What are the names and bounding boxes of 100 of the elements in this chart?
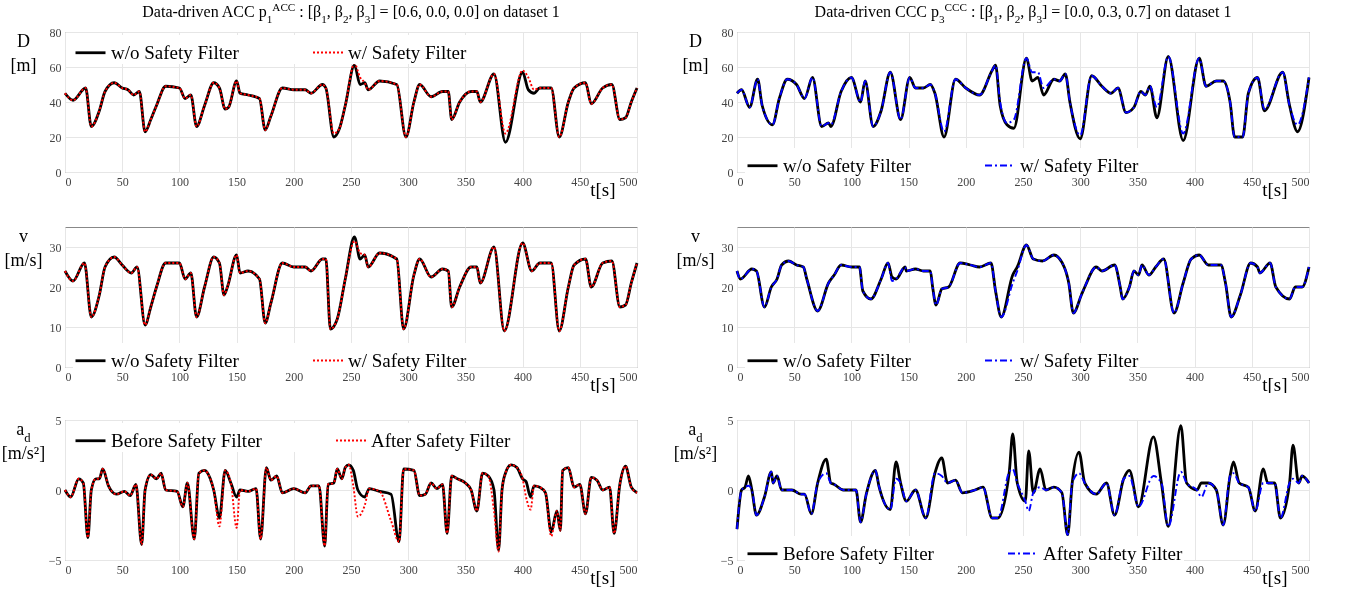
- x-tick-label: 200: [285, 562, 304, 577]
- x-tick-label: 0: [65, 174, 72, 189]
- y-tick-label: 20: [49, 130, 62, 145]
- x-tick-label: 0: [737, 562, 744, 577]
- x-tick-label: 50: [116, 174, 129, 189]
- x-tick-label: 100: [170, 562, 189, 577]
- chart-title: Data-driven ACC p$_{1}$$^{ACC}$ : [β$_{1}$, β$_{2}$, β$_{3}$] = [0.6, 0.0, 0.0] on dataset 1: [142, 1, 560, 25]
- legend-label: After Safety Filter: [1043, 542, 1183, 564]
- legend-label: Before Safety Filter: [783, 542, 935, 564]
- y-tick-label: 60: [49, 60, 62, 75]
- y-tick-label: −5: [48, 553, 62, 568]
- x-tick-label: 300: [1071, 562, 1090, 577]
- x-tick-label: 150: [228, 174, 247, 189]
- x-tick-label: 500: [619, 369, 638, 384]
- x-tick-label: 500: [1291, 369, 1310, 384]
- x-tick-label: 500: [619, 562, 638, 577]
- x-tick-label: 350: [1128, 369, 1147, 384]
- x-tick-label: 50: [788, 174, 801, 189]
- x-axis-title: t[s]: [1262, 566, 1288, 588]
- x-tick-label: 450: [1243, 369, 1262, 384]
- y-tick-label: 80: [721, 25, 734, 40]
- x-tick-label: 400: [1186, 369, 1205, 384]
- x-tick-label: 200: [957, 562, 976, 577]
- x-axis-title: t[s]: [590, 178, 616, 200]
- x-tick-label: 350: [456, 562, 475, 577]
- x-tick-label: 100: [842, 562, 861, 577]
- x-tick-label: 500: [619, 174, 638, 189]
- y-axis-title: a$_{d}$ [m/s²]: [1, 418, 46, 463]
- y-axis-title: D [m]: [682, 30, 709, 75]
- x-tick-label: 50: [116, 369, 129, 384]
- y-tick-label: 0: [55, 483, 62, 498]
- y-axis-title: v [m/s]: [4, 225, 43, 270]
- x-tick-label: 250: [1014, 562, 1033, 577]
- y-tick-label: 20: [721, 280, 734, 295]
- y-axis-title: D [m]: [10, 30, 37, 75]
- x-tick-label: 450: [571, 369, 590, 384]
- x-tick-label: 250: [342, 174, 361, 189]
- x-tick-label: 0: [65, 562, 72, 577]
- y-axis-title: v [m/s]: [676, 225, 715, 270]
- x-tick-label: 0: [737, 174, 744, 189]
- y-tick-label: 30: [721, 240, 734, 255]
- x-tick-label: 300: [399, 562, 418, 577]
- x-tick-label: 300: [399, 174, 418, 189]
- y-tick-label: 40: [49, 95, 62, 110]
- legend-label: After Safety Filter: [371, 429, 511, 451]
- x-tick-label: 400: [514, 174, 533, 189]
- x-tick-label: 500: [1291, 562, 1310, 577]
- x-tick-label: 200: [957, 369, 976, 384]
- x-tick-label: 250: [342, 369, 361, 384]
- x-tick-label: 450: [1243, 562, 1262, 577]
- y-axis-title: a$_{d}$ [m/s²]: [673, 418, 718, 463]
- legend-label: w/ Safety Filter: [348, 349, 467, 371]
- legend-label: w/ Safety Filter: [348, 41, 467, 63]
- x-tick-label: 350: [456, 174, 475, 189]
- y-tick-label: 20: [721, 130, 734, 145]
- x-tick-label: 0: [737, 369, 744, 384]
- x-tick-label: 150: [900, 174, 919, 189]
- legend-label: w/o Safety Filter: [783, 154, 912, 176]
- x-tick-label: 150: [228, 369, 247, 384]
- x-tick-label: 400: [1186, 562, 1205, 577]
- legend-label: w/o Safety Filter: [111, 349, 240, 371]
- legend-label: w/o Safety Filter: [783, 349, 912, 371]
- x-tick-label: 400: [514, 562, 533, 577]
- x-tick-label: 200: [285, 369, 304, 384]
- x-tick-label: 250: [342, 562, 361, 577]
- y-tick-label: 5: [727, 413, 734, 428]
- legend-label: w/ Safety Filter: [1020, 154, 1139, 176]
- x-axis-title: t[s]: [1262, 178, 1288, 200]
- x-tick-label: 250: [1014, 369, 1033, 384]
- x-tick-label: 150: [900, 562, 919, 577]
- y-tick-label: 30: [49, 240, 62, 255]
- x-tick-label: 500: [1291, 174, 1310, 189]
- x-tick-label: 50: [788, 562, 801, 577]
- x-axis-title: t[s]: [590, 566, 616, 588]
- y-tick-label: 5: [55, 413, 62, 428]
- y-tick-label: 20: [49, 280, 62, 295]
- x-tick-label: 200: [285, 174, 304, 189]
- x-tick-label: 400: [1186, 174, 1205, 189]
- x-tick-label: 50: [788, 369, 801, 384]
- legend-label: w/o Safety Filter: [111, 41, 240, 63]
- y-tick-label: 80: [49, 25, 62, 40]
- x-tick-label: 450: [571, 562, 590, 577]
- y-tick-label: 60: [721, 60, 734, 75]
- x-tick-label: 350: [1128, 174, 1147, 189]
- x-tick-label: 400: [514, 369, 533, 384]
- y-tick-label: 0: [727, 483, 734, 498]
- x-tick-label: 150: [228, 562, 247, 577]
- x-tick-label: 350: [456, 369, 475, 384]
- x-tick-label: 450: [571, 174, 590, 189]
- x-tick-label: 450: [1243, 174, 1262, 189]
- y-tick-label: 10: [49, 320, 62, 335]
- y-tick-label: −5: [720, 553, 734, 568]
- x-tick-label: 250: [1014, 174, 1033, 189]
- x-tick-label: 50: [116, 562, 129, 577]
- chart-title: Data-driven CCC p$_{3}$$^{CCC}$ : [β$_{1}$, β$_{2}$, β$_{3}$] = [0.0, 0.3, 0.7] on dataset 1: [814, 1, 1232, 25]
- legend-label: Before Safety Filter: [111, 429, 263, 451]
- legend-label: w/ Safety Filter: [1020, 349, 1139, 371]
- x-tick-label: 150: [900, 369, 919, 384]
- x-tick-label: 200: [957, 174, 976, 189]
- x-tick-label: 100: [170, 174, 189, 189]
